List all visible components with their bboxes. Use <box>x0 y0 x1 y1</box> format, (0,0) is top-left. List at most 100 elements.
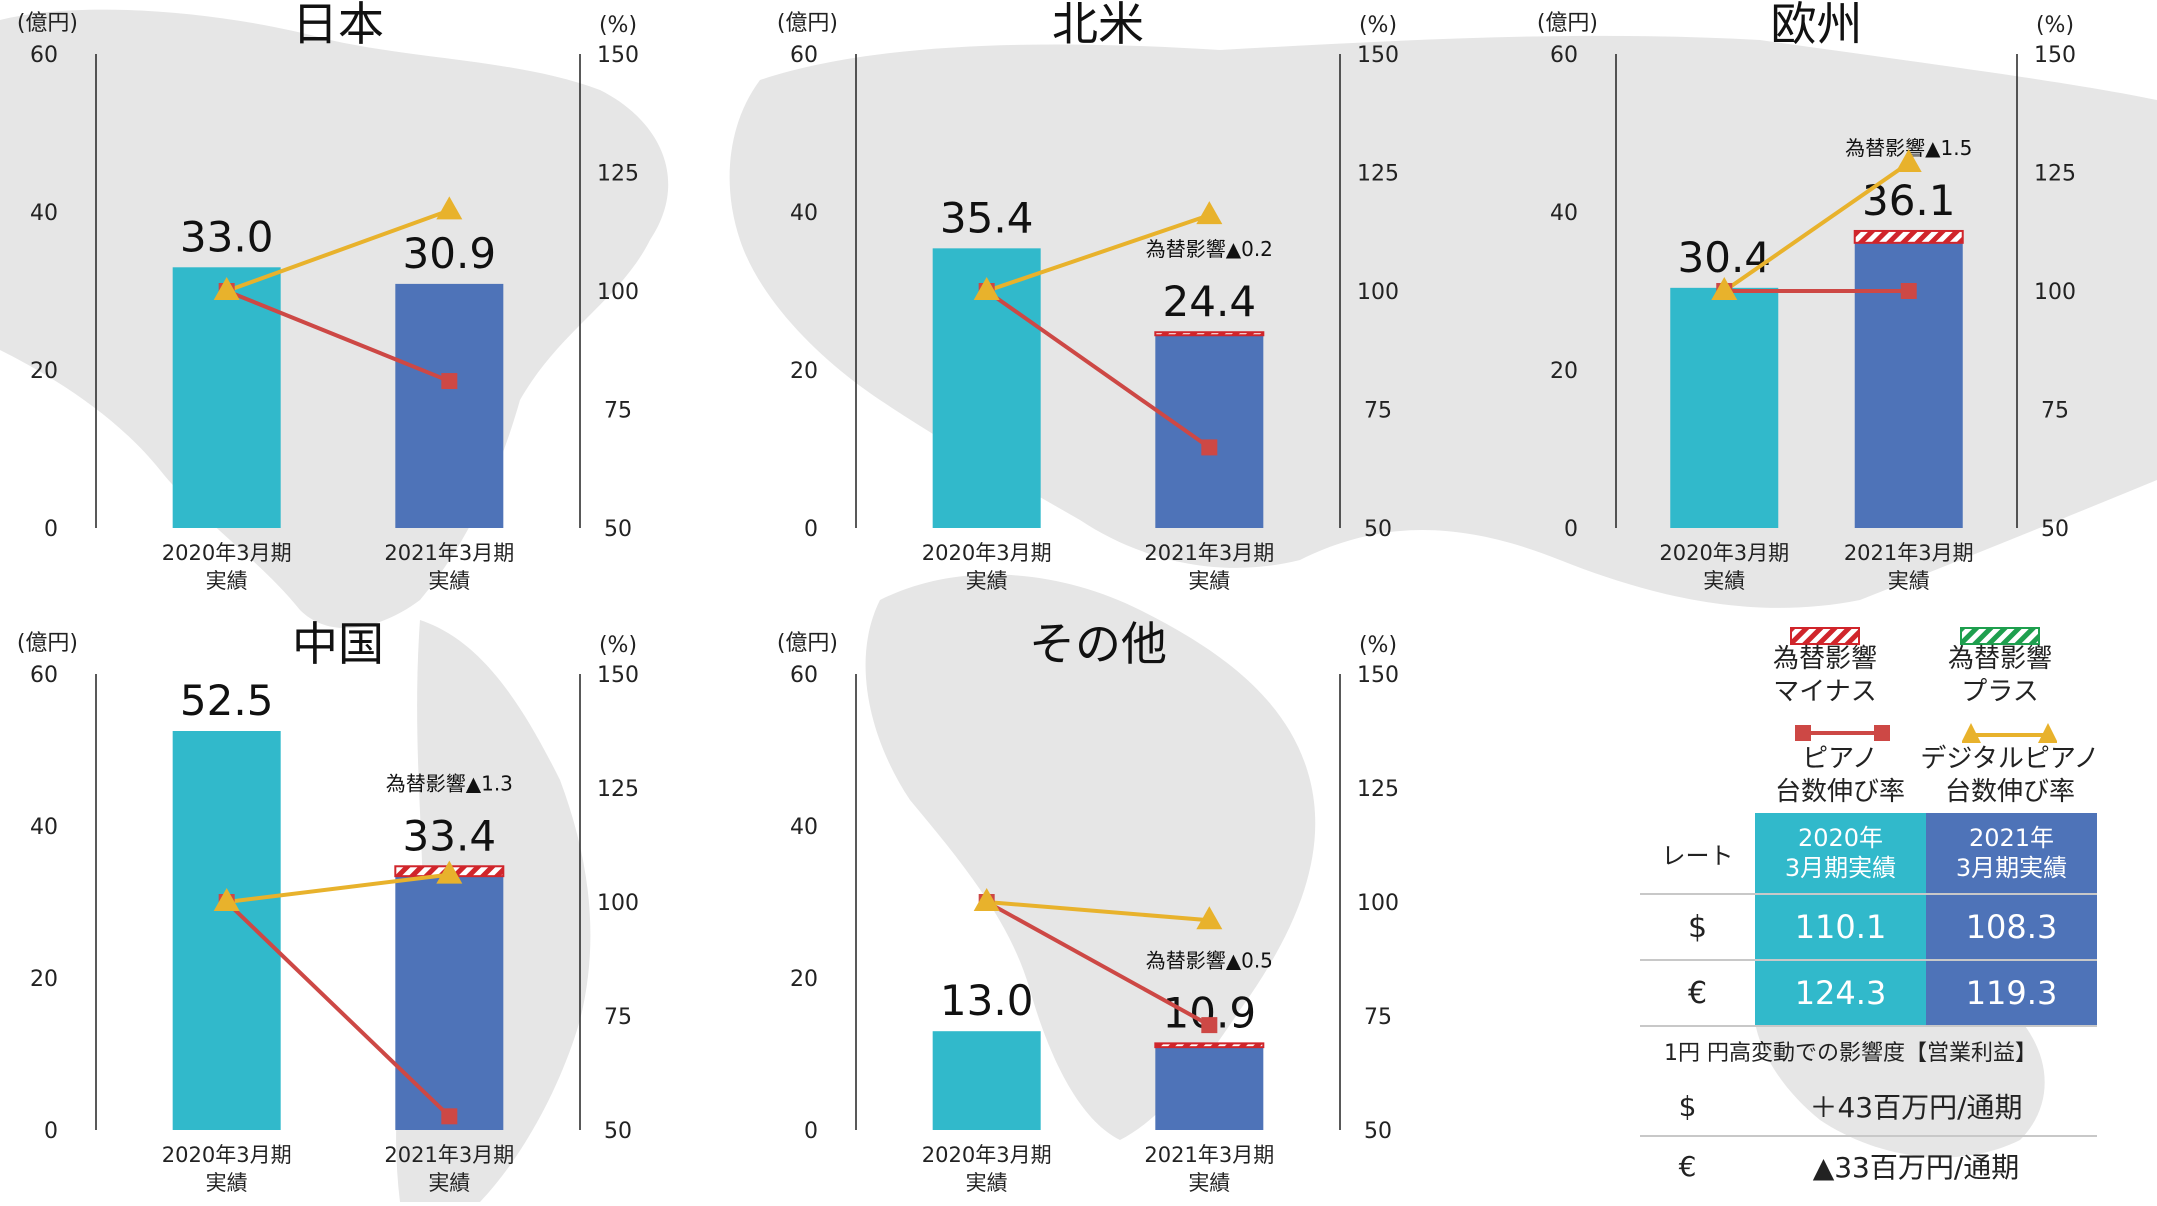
y-axis-unit: (億円) <box>17 11 78 36</box>
y2-tick-label: 125 <box>597 162 639 187</box>
category-label: 実績 <box>206 1171 248 1195</box>
chart-panel-europe: 欧州 (億円) (%) 0 20 40 60 50 75 100 125 150 為替影響▲1.5 30.… <box>1520 0 2157 600</box>
sensitivity-row-usd: $ ＋43百万円/通期 <box>1640 1077 2097 1137</box>
rate-header-row: レート 2020年 3月期実績 2021年 3月期実績 <box>1640 813 2097 895</box>
legend-fx-minus-label: 為替影響 マイナス <box>1772 644 1877 707</box>
sensitivity-currency-eur: € <box>1678 1149 1697 1183</box>
fx-impact-label: 為替影響▲1.3 <box>386 771 513 795</box>
bar-2021 <box>395 283 504 528</box>
category-label: 2021年3月期 <box>1144 541 1274 565</box>
y-tick-label: 40 <box>30 815 58 840</box>
rate-eur-2020: 124.3 <box>1755 960 1926 1027</box>
y-tick-label: 0 <box>804 1119 818 1144</box>
category-label: 実績 <box>428 1171 470 1195</box>
y2-tick-label: 150 <box>1357 663 1399 688</box>
piano-growth-line <box>225 900 451 1118</box>
category-label: 実績 <box>966 1171 1008 1195</box>
y2-axis-unit: (%) <box>2036 13 2074 38</box>
digital-piano-growth-line <box>1723 161 1910 293</box>
category-label: 実績 <box>1888 569 1930 593</box>
piano-growth-point <box>441 373 458 390</box>
category-label: 2021年3月期 <box>384 541 514 565</box>
y2-tick-label: 75 <box>2041 399 2069 424</box>
category-label: 2020年3月期 <box>1659 541 1789 565</box>
digital-piano-growth-line <box>226 872 450 904</box>
category-label: 2021年3月期 <box>1844 541 1974 565</box>
rate-header-label: レート <box>1640 813 1755 895</box>
digital-piano-growth-point <box>436 860 463 884</box>
piano-growth-line <box>985 289 1211 450</box>
y-tick-label: 40 <box>1550 201 1578 226</box>
sensitivity-title: 1円 円高変動での影響度【営業利益】 <box>1664 1041 2037 1066</box>
y-tick-label: 20 <box>790 967 818 992</box>
digital-piano-growth-point <box>973 277 1000 300</box>
bar-2020 <box>932 1031 1041 1130</box>
legend-fx-minus-swatch <box>1790 627 1860 645</box>
fx-impact-label: 為替影響▲0.2 <box>1146 237 1273 261</box>
chart-panel-other: その他 (億円) (%) 0 20 40 60 50 75 100 125 150 為替影響▲0.5 13… <box>760 617 1480 1202</box>
chart-title: 中国 <box>292 617 384 671</box>
y2-tick-label: 150 <box>597 663 639 688</box>
category-label: 2020年3月期 <box>922 1143 1052 1167</box>
digital-piano-growth-point <box>1895 149 1922 173</box>
legend: 為替影響 マイナス 為替影響 プラス ピアノ 台数伸び率 デジタルピアノ 台数伸… <box>1640 625 2140 810</box>
y2-tick-label: 50 <box>1364 517 1392 542</box>
legend-piano-label: ピアノ 台数伸び率 <box>1774 744 1905 807</box>
category-label: 2021年3月期 <box>384 1143 514 1167</box>
chart-other: その他 (億円) (%) 0 20 40 60 50 75 100 125 150 為替影響▲0.5 13… <box>777 617 1399 1195</box>
y2-tick-label: 50 <box>604 1119 632 1144</box>
y2-tick-label: 125 <box>597 777 639 802</box>
digital-piano-growth-point <box>436 196 463 220</box>
digital-piano-growth-point <box>213 888 240 911</box>
digital-piano-growth-point <box>1196 201 1223 225</box>
legend-digital-label: デジタルピアノ 台数伸び率 <box>1920 744 2100 807</box>
bar-value-label: 33.0 <box>180 212 274 261</box>
rate-row-usd: $ 110.1 108.3 <box>1640 894 2097 961</box>
y-tick-label: 0 <box>44 517 58 542</box>
piano-growth-point <box>441 1108 458 1125</box>
y-tick-label: 20 <box>1550 359 1578 384</box>
chart-japan: 日本 (億円) (%) 0 20 40 60 50 75 100 125 150 33.0 30.9 202… <box>17 0 639 593</box>
y-tick-label: 60 <box>790 43 818 68</box>
y2-tick-label: 100 <box>2034 280 2076 305</box>
y2-axis-unit: (%) <box>1359 13 1397 38</box>
piano-growth-point <box>1900 283 1917 299</box>
y2-axis-unit: (%) <box>599 633 637 658</box>
rate-usd-2021: 108.3 <box>1926 894 2097 961</box>
fx-minus-block <box>1154 1042 1265 1049</box>
fx-minus-block <box>1853 229 1964 244</box>
y2-tick-label: 50 <box>604 517 632 542</box>
exchange-rate-table: レート 2020年 3月期実績 2021年 3月期実績 $ 110.1 108.… <box>1640 813 2097 1027</box>
y-tick-label: 40 <box>790 201 818 226</box>
y2-axis-unit: (%) <box>599 13 637 38</box>
y-tick-label: 0 <box>1564 517 1578 542</box>
y-axis-unit: (億円) <box>1537 11 1598 36</box>
category-label: 実績 <box>206 569 248 593</box>
rate-col-2021: 2021年 3月期実績 <box>1926 813 2097 895</box>
category-label: 2021年3月期 <box>1144 1143 1274 1167</box>
category-label: 2020年3月期 <box>162 1143 292 1167</box>
y-tick-label: 60 <box>1550 43 1578 68</box>
y2-tick-label: 150 <box>1357 43 1399 68</box>
digital-piano-growth-point <box>1711 277 1738 300</box>
chart-china: 中国 (億円) (%) 0 20 40 60 50 75 100 125 150 為替影響▲1.3 52.… <box>17 617 639 1195</box>
fx-impact-label: 為替影響▲0.5 <box>1146 948 1273 972</box>
y-tick-label: 0 <box>804 517 818 542</box>
piano-growth-line <box>985 900 1211 1027</box>
bar-value-label: 13.0 <box>940 976 1034 1025</box>
piano-growth-point <box>1201 1017 1218 1034</box>
y-tick-label: 60 <box>790 663 818 688</box>
category-label: 実績 <box>1188 1171 1230 1195</box>
y-tick-label: 60 <box>30 43 58 68</box>
y2-tick-label: 75 <box>1364 1005 1392 1030</box>
sensitivity-value-usd: ＋43百万円/通期 <box>1809 1091 2023 1124</box>
rate-currency-eur: € <box>1640 960 1755 1027</box>
rate-eur-2021: 119.3 <box>1926 960 2097 1027</box>
y-tick-label: 20 <box>30 967 58 992</box>
bar-2020 <box>172 731 281 1130</box>
y2-axis-unit: (%) <box>1359 633 1397 658</box>
chart-panel-north-america: 北米 (億円) (%) 0 20 40 60 50 75 100 125 150 為替影響▲0.2 35.… <box>760 0 1480 600</box>
piano-growth-point <box>1201 439 1218 456</box>
bar-value-label: 24.4 <box>1163 277 1257 326</box>
y-axis-unit: (億円) <box>17 631 78 656</box>
